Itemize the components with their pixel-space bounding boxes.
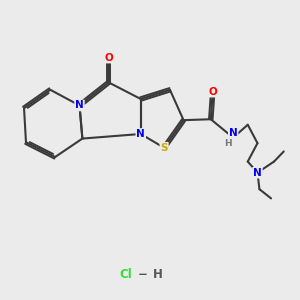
- Text: N: N: [253, 168, 262, 178]
- Text: H: H: [152, 268, 162, 281]
- Text: H: H: [224, 139, 232, 148]
- Text: N: N: [229, 128, 238, 138]
- Text: S: S: [160, 143, 168, 153]
- Text: −: −: [138, 268, 148, 281]
- Text: Cl: Cl: [120, 268, 133, 281]
- Text: N: N: [75, 100, 84, 110]
- Text: O: O: [104, 52, 113, 63]
- Text: O: O: [208, 87, 217, 97]
- Text: N: N: [136, 129, 145, 139]
